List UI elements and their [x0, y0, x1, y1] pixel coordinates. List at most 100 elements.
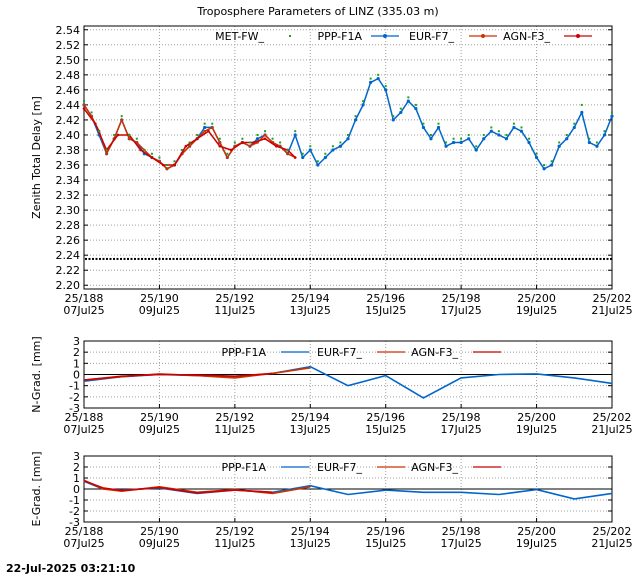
series-point [210, 126, 214, 129]
constant-point [561, 257, 563, 260]
egrad-ytick-label: -2 [69, 505, 80, 518]
egrad-legend-eur-f7-: EUR-F7_ [317, 461, 405, 474]
constant-point [309, 257, 311, 260]
constant-point [344, 257, 346, 260]
ngrad-series-ppp-f1a [83, 365, 613, 399]
egrad-xtick-label: 25/196 [366, 525, 405, 538]
series-point [444, 144, 448, 148]
constant-point [389, 257, 392, 260]
met-point [294, 130, 297, 133]
met-point [309, 145, 312, 148]
met-point [286, 148, 289, 151]
egrad-ytick-label: -3 [69, 516, 80, 529]
met-point [98, 130, 101, 133]
ngrad-xtick-date: 11Jul25 [214, 423, 255, 436]
met-point [558, 141, 561, 144]
met-point [347, 133, 349, 136]
constant-point [88, 257, 91, 260]
series-point [436, 125, 441, 130]
ztd-frame [83, 25, 613, 290]
constant-point [270, 257, 273, 260]
egrad-series-agn-f3- [83, 480, 273, 494]
constant-point [361, 257, 364, 260]
series-point [519, 129, 524, 133]
series-point [248, 144, 252, 148]
constant-point [568, 257, 570, 260]
egrad-legend-ppp-f1a: PPP-F1A [222, 461, 309, 474]
constant-point [228, 257, 231, 260]
ngrad-xtick-label: 25/200 [517, 411, 556, 424]
constant-point [372, 257, 374, 260]
constant-point [190, 257, 192, 260]
constant-point [337, 257, 339, 260]
egrad-xtick-label: 25/202 [593, 525, 632, 538]
series-point [286, 152, 289, 156]
constant-point [470, 257, 472, 260]
ngrad-xtick-date: 13Jul25 [290, 423, 331, 436]
legend-marker [576, 34, 580, 38]
constant-point [606, 257, 609, 260]
series-point [150, 156, 154, 159]
constant-point [316, 257, 318, 260]
met-point [475, 145, 478, 148]
constant-point [487, 257, 490, 260]
ngrad-ytick-label: 1 [73, 357, 80, 370]
series-point [82, 107, 86, 110]
constant-point [137, 257, 140, 260]
legend-label: PPP-F1A [222, 346, 267, 359]
series-point [207, 129, 210, 133]
constant-point [302, 257, 304, 260]
constant-point [221, 257, 224, 260]
met-point [128, 133, 131, 136]
series-point [572, 125, 576, 130]
constant-point [543, 257, 546, 260]
ngrad-frame [83, 340, 613, 409]
constant-point [473, 257, 476, 260]
series-point [120, 118, 124, 122]
constant-point [333, 257, 336, 260]
constant-point [582, 257, 584, 260]
constant-point [421, 257, 423, 260]
met-point [392, 115, 395, 118]
ngrad-xtick-date: 19Jul25 [516, 423, 557, 436]
constant-point [186, 257, 189, 260]
constant-point [519, 257, 521, 260]
met-point [354, 115, 357, 118]
constant-point [547, 257, 549, 260]
series-point [293, 133, 297, 137]
constant-point [400, 257, 402, 260]
met-point [580, 103, 583, 106]
ztd-ytick-label: 2.24 [56, 249, 81, 262]
met-point [362, 100, 365, 103]
ztd-xtick-date: 13Jul25 [290, 304, 331, 317]
ngrad-legend-ppp-f1a: PPP-F1A [222, 346, 309, 359]
constant-point [151, 257, 154, 260]
ngrad-xtick-label: 25/198 [442, 411, 481, 424]
constant-point [85, 257, 87, 260]
constant-point [522, 257, 525, 260]
constant-point [148, 257, 150, 260]
egrad-xtick-date: 09Jul25 [139, 537, 180, 550]
constant-point [396, 257, 399, 260]
constant-point [197, 257, 199, 260]
constant-point [435, 257, 437, 260]
legend-label: PPP-F1A [222, 461, 267, 474]
constant-point [340, 257, 343, 260]
constant-point [351, 257, 353, 260]
ngrad-xtick-date: 09Jul25 [139, 423, 180, 436]
series-point [376, 77, 380, 81]
constant-point [274, 257, 276, 260]
constant-point [256, 257, 259, 260]
constant-point [319, 257, 322, 260]
ztd-ytick-label: 2.28 [56, 219, 81, 232]
met-point [324, 152, 327, 155]
met-point [407, 96, 410, 99]
ztd-series-met-fw- [83, 73, 613, 167]
series-line [83, 367, 311, 381]
legend-label: EUR-F7_ [317, 461, 362, 474]
series-point [369, 80, 373, 84]
series-point [316, 163, 320, 167]
timestamp: 22-Jul-2025 03:21:10 [6, 562, 136, 575]
constant-point [155, 257, 157, 260]
